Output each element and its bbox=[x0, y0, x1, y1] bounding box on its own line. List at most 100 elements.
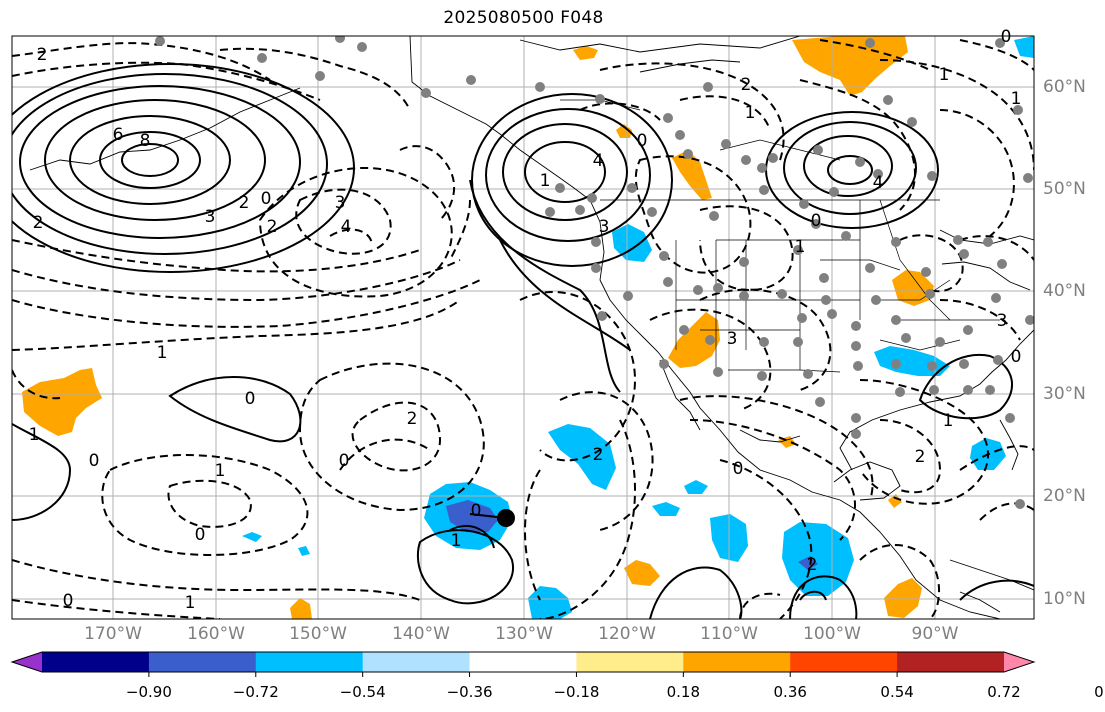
contour-label: 2 bbox=[267, 217, 278, 237]
negative-anomaly-patch bbox=[684, 480, 708, 494]
contour-label: 1 bbox=[185, 593, 196, 613]
negative-anomaly-patch bbox=[528, 586, 572, 619]
contour-label: 0 bbox=[89, 451, 100, 471]
contour-label: 6 bbox=[113, 125, 124, 145]
colorbar-segment bbox=[255, 652, 364, 672]
colorbar-segment bbox=[576, 652, 684, 672]
colorbar-tick-label: −0.18 bbox=[553, 683, 600, 701]
negative-anomaly-patch bbox=[242, 532, 262, 542]
contour-label: 3 bbox=[727, 329, 738, 349]
colorbar-tick-label: −0.72 bbox=[232, 683, 279, 701]
contour-label: 1 bbox=[157, 343, 168, 363]
contour-label: 0 bbox=[733, 459, 744, 479]
longitude-label: 170°W bbox=[84, 624, 142, 644]
contour-label: 4 bbox=[341, 217, 352, 237]
longitude-label: 130°W bbox=[495, 624, 553, 644]
contour-label: 0 bbox=[637, 131, 648, 151]
positive-anomaly-patch bbox=[888, 494, 902, 508]
longitude-label: 160°W bbox=[187, 624, 245, 644]
latitude-label: 40°N bbox=[1043, 281, 1086, 301]
longitude-label: 120°W bbox=[598, 624, 656, 644]
contour-label: 0 bbox=[245, 389, 256, 409]
anomaly-fills bbox=[22, 36, 1034, 619]
colorbar-segment bbox=[42, 652, 150, 672]
longitude-label: 100°W bbox=[803, 624, 861, 644]
positive-anomaly-patch bbox=[290, 598, 312, 619]
contour-label: 1 bbox=[943, 411, 954, 431]
contour-label: 4 bbox=[873, 173, 884, 193]
colorbar-tick-label: −0.36 bbox=[446, 683, 493, 701]
colorbar bbox=[10, 651, 1036, 677]
positive-anomaly-patch bbox=[624, 560, 660, 586]
negative-anomaly-core bbox=[446, 500, 498, 532]
contour-label: 3 bbox=[335, 193, 346, 213]
colorbar-tick-label: −0.54 bbox=[339, 683, 386, 701]
map-title: 2025080500 F048 bbox=[443, 8, 604, 28]
cyclone-track bbox=[469, 513, 507, 519]
colorbar-segment bbox=[362, 652, 471, 672]
contour-label: 0 bbox=[471, 501, 482, 521]
positive-anomaly-patch bbox=[672, 150, 712, 200]
negative-contours bbox=[12, 39, 1034, 619]
contour-label: 8 bbox=[140, 131, 151, 151]
colorbar-tick-label: 0.54 bbox=[880, 683, 914, 701]
contour-label: 3 bbox=[997, 311, 1008, 331]
colorbar-tick-label: 0.36 bbox=[773, 683, 807, 701]
colorbar-segment bbox=[683, 652, 791, 672]
contour-label: 2 bbox=[33, 213, 44, 233]
contour-label: 1 bbox=[540, 171, 551, 191]
positive-anomaly-patch bbox=[792, 36, 908, 96]
graticule bbox=[12, 36, 1034, 619]
contour-label: 0 bbox=[195, 525, 206, 545]
colorbar-tick-label: 0.90 bbox=[1094, 683, 1105, 701]
negative-anomaly-patch bbox=[612, 224, 652, 262]
contour-label: 2 bbox=[37, 45, 48, 65]
contour-label: 1 bbox=[29, 425, 40, 445]
positive-anomaly-patch bbox=[22, 368, 102, 436]
contour-label: 2 bbox=[741, 75, 752, 95]
positive-anomaly-patch bbox=[616, 124, 632, 138]
colorbar-segment bbox=[469, 652, 577, 672]
map-frame bbox=[11, 35, 1035, 620]
colorbar-tick-label: 0.72 bbox=[987, 683, 1021, 701]
positive-anomaly-patch bbox=[668, 312, 720, 368]
longitude-label: 90°W bbox=[911, 624, 959, 644]
colorbar-min-extension bbox=[12, 652, 42, 672]
contour-label: 0 bbox=[1001, 27, 1012, 47]
contour-label: 1 bbox=[451, 531, 462, 551]
colorbar-max-extension bbox=[1004, 652, 1034, 672]
contour-label: 2 bbox=[915, 447, 926, 467]
contour-label: 1 bbox=[745, 103, 756, 123]
contour-label: 0 bbox=[261, 189, 272, 209]
positive-anomaly-patch bbox=[573, 46, 598, 60]
contour-label: 2 bbox=[407, 409, 418, 429]
contour-label: 1 bbox=[215, 461, 226, 481]
latitude-label: 50°N bbox=[1043, 179, 1086, 199]
negative-anomaly-core bbox=[798, 556, 818, 570]
contour-label: 0 bbox=[63, 591, 74, 611]
contour-label: 1 bbox=[939, 65, 950, 85]
contour-label: 0 bbox=[811, 211, 822, 231]
latitude-label: 30°N bbox=[1043, 384, 1086, 404]
latitude-label: 10°N bbox=[1043, 589, 1086, 609]
contour-label: 3 bbox=[205, 207, 216, 227]
contour-label: 1 bbox=[1011, 89, 1022, 109]
positive-anomaly-patch bbox=[892, 270, 934, 306]
contour-labels: 26 832 02 234101020101432101340130210210201… bbox=[29, 27, 1022, 613]
colorbar-segment bbox=[148, 652, 257, 672]
latitude-label: 60°N bbox=[1043, 77, 1086, 97]
colorbar-segment bbox=[790, 652, 898, 672]
latitude-label: 20°N bbox=[1043, 486, 1086, 506]
longitude-label: 110°W bbox=[700, 624, 758, 644]
contour-label: 0 bbox=[339, 451, 350, 471]
contour-label: 2 bbox=[807, 555, 818, 575]
contour-label: 2 bbox=[593, 445, 604, 465]
colorbar-outline bbox=[10, 651, 1036, 673]
colorbar-tick-label: −0.90 bbox=[125, 683, 172, 701]
longitude-label: 140°W bbox=[392, 624, 450, 644]
contour-label: 1 bbox=[795, 237, 806, 257]
positive-anomaly-patch bbox=[884, 578, 922, 618]
colorbar-tick-label: 0.18 bbox=[666, 683, 701, 701]
state-borders bbox=[560, 99, 1000, 373]
